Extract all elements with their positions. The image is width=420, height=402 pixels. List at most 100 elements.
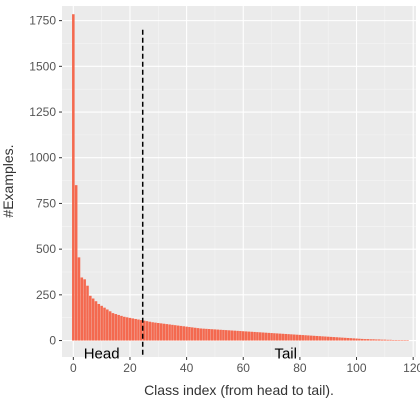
y-tick-label: 250 bbox=[36, 288, 56, 302]
bar bbox=[352, 338, 355, 341]
bar bbox=[227, 330, 231, 341]
bar bbox=[278, 333, 282, 341]
bar bbox=[372, 339, 375, 341]
bar bbox=[346, 337, 350, 341]
bar bbox=[400, 340, 404, 341]
bar bbox=[326, 336, 330, 341]
bar bbox=[219, 329, 222, 341]
bar bbox=[304, 335, 307, 341]
bar bbox=[355, 338, 358, 341]
bar bbox=[369, 339, 372, 341]
bar bbox=[292, 334, 296, 341]
bar bbox=[154, 322, 157, 341]
bar bbox=[207, 329, 211, 341]
y-axis-ticks: 0 250 500 750 1000 1250 1500 1750 bbox=[29, 14, 62, 348]
y-tick-label: 1000 bbox=[29, 151, 56, 165]
bar bbox=[157, 322, 160, 341]
x-tick-label: 100 bbox=[347, 361, 367, 375]
bar bbox=[281, 333, 285, 341]
bar bbox=[80, 277, 84, 341]
bar bbox=[406, 340, 409, 341]
region-annotations: Head Tail bbox=[84, 345, 297, 362]
bar bbox=[318, 336, 321, 341]
bar bbox=[341, 337, 344, 341]
bar bbox=[301, 335, 304, 341]
bar bbox=[244, 331, 248, 341]
bar bbox=[290, 334, 293, 341]
bar bbox=[205, 328, 208, 341]
bar bbox=[224, 330, 228, 341]
bar bbox=[386, 339, 389, 341]
bar bbox=[349, 338, 353, 341]
bar bbox=[247, 331, 251, 341]
bar bbox=[284, 333, 288, 341]
bar bbox=[91, 298, 95, 341]
y-tick-label: 750 bbox=[36, 196, 56, 210]
bar bbox=[106, 309, 109, 341]
bar bbox=[162, 323, 166, 341]
x-tick-label: 60 bbox=[237, 361, 251, 375]
bar bbox=[273, 333, 276, 341]
x-axis-title: Class index (from head to tail). bbox=[144, 382, 334, 398]
region-label: Tail bbox=[274, 345, 297, 362]
bar bbox=[103, 307, 106, 341]
bar bbox=[275, 333, 279, 341]
bar bbox=[188, 327, 191, 341]
x-tick-label: 80 bbox=[293, 361, 307, 375]
bar bbox=[287, 334, 290, 341]
bar bbox=[137, 319, 140, 341]
bar bbox=[312, 335, 316, 341]
bar bbox=[123, 316, 126, 341]
bar bbox=[159, 323, 163, 341]
bar bbox=[125, 317, 129, 341]
bar bbox=[100, 305, 103, 341]
y-tick-label: 1750 bbox=[29, 14, 56, 28]
x-axis-ticks: 0 20 40 60 80 100 120 bbox=[70, 357, 420, 375]
bar bbox=[120, 315, 123, 341]
x-tick-label: 20 bbox=[123, 361, 137, 375]
bar bbox=[179, 325, 183, 341]
bar bbox=[185, 326, 188, 341]
bar bbox=[261, 332, 265, 341]
y-tick-label: 1500 bbox=[29, 59, 56, 73]
bar bbox=[193, 327, 197, 341]
bar bbox=[114, 314, 118, 341]
bar bbox=[174, 325, 177, 341]
bar bbox=[190, 327, 194, 341]
bar bbox=[363, 339, 367, 341]
bar bbox=[383, 339, 387, 341]
bar bbox=[307, 335, 310, 341]
y-tick-label: 1250 bbox=[29, 105, 56, 119]
bar bbox=[253, 331, 256, 341]
bar bbox=[134, 318, 137, 341]
bar bbox=[298, 334, 302, 341]
bar bbox=[233, 330, 237, 341]
bar bbox=[241, 331, 245, 341]
bar bbox=[182, 326, 186, 341]
bar bbox=[394, 339, 398, 341]
bar bbox=[375, 339, 378, 341]
bar bbox=[151, 322, 154, 341]
bar bbox=[213, 329, 217, 341]
bar bbox=[171, 324, 174, 341]
bar bbox=[380, 339, 384, 341]
bar bbox=[338, 337, 341, 341]
y-axis-title: #Examples. bbox=[0, 144, 16, 217]
bar bbox=[335, 337, 338, 341]
bar bbox=[343, 337, 347, 341]
bar bbox=[236, 330, 239, 341]
bar bbox=[392, 339, 395, 341]
bar bbox=[230, 330, 234, 341]
bar bbox=[111, 313, 115, 341]
bar bbox=[86, 285, 89, 341]
bar bbox=[315, 335, 319, 341]
bar bbox=[210, 329, 214, 341]
bar bbox=[389, 339, 392, 341]
minor-gridlines bbox=[62, 6, 416, 357]
bar bbox=[403, 340, 406, 341]
bar bbox=[295, 334, 299, 341]
bar bbox=[83, 279, 86, 341]
bar bbox=[332, 337, 336, 341]
bar bbox=[148, 321, 152, 341]
